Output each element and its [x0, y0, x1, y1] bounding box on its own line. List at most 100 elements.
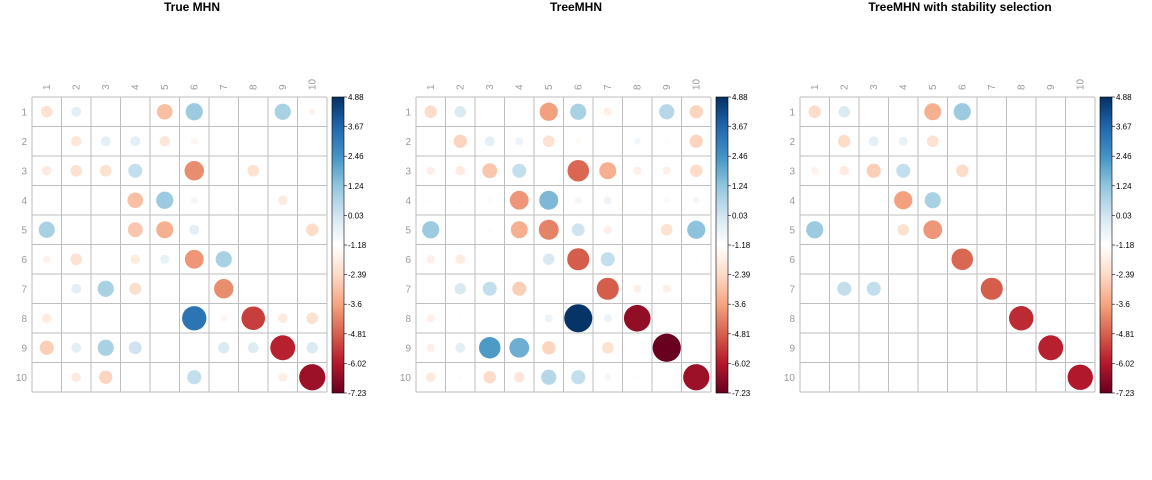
data-circle	[567, 248, 590, 271]
data-circle	[509, 337, 530, 358]
colorbar-tick-label: -7.23	[348, 389, 367, 398]
data-circle	[662, 284, 671, 293]
row-label: 3	[21, 166, 27, 177]
row-label: 8	[21, 314, 27, 325]
data-circle	[838, 106, 850, 118]
data-circle	[924, 103, 942, 121]
row-label: 9	[21, 343, 27, 354]
row-label: 10	[400, 373, 412, 384]
colorbar-tick-label: 1.24	[732, 182, 748, 191]
data-circle	[660, 223, 673, 236]
data-circle	[806, 221, 824, 239]
column-label: 5	[160, 84, 171, 90]
colorbar	[715, 96, 729, 394]
row-label: 9	[789, 343, 795, 354]
data-circle	[484, 136, 495, 147]
data-circle	[510, 221, 528, 239]
colorbar-tick-label: -7.23	[732, 389, 751, 398]
data-circle	[308, 108, 316, 116]
data-circle	[513, 371, 525, 383]
data-circle	[664, 139, 669, 144]
column-label: 8	[632, 84, 643, 90]
data-circle	[129, 282, 142, 295]
data-circle	[571, 370, 586, 385]
row-label: 1	[21, 107, 27, 118]
colorbar-tick-label: 0.03	[1116, 211, 1132, 220]
colorbar	[331, 96, 345, 394]
data-circle	[455, 254, 465, 264]
data-circle	[603, 196, 612, 205]
data-circle	[542, 341, 556, 355]
data-circle	[539, 190, 559, 210]
data-circle	[215, 251, 232, 268]
data-circle	[896, 163, 911, 178]
data-circle	[426, 166, 435, 175]
data-circle	[599, 162, 617, 180]
colorbar-tick-label: -6.02	[732, 359, 751, 368]
column-label: 4	[514, 84, 525, 90]
colorbar-tick-label: -3.6	[732, 300, 746, 309]
panel-1: True MHN 1 2 3 4 5 6 7 8 9 10 1 2 3 4 5 6 7 8 9 10 4.88 3.67 2.…	[16, 0, 367, 398]
data-circle	[127, 192, 144, 209]
data-circle	[127, 222, 143, 238]
data-circle	[70, 164, 83, 177]
colorbar-tick-label: 3.67	[1116, 123, 1132, 132]
column-label: 5	[544, 84, 555, 90]
colorbar-tick-label: -2.39	[348, 271, 367, 280]
data-circle	[898, 136, 908, 146]
data-circle	[479, 337, 501, 359]
data-circle	[483, 371, 496, 384]
data-circle	[652, 333, 681, 362]
data-circle	[1009, 306, 1034, 331]
chart-title: TreeMHN with stability selection	[868, 0, 1051, 14]
data-circle	[1067, 364, 1093, 390]
data-circle	[99, 164, 112, 177]
data-circle	[42, 313, 52, 323]
column-label: 9	[278, 84, 289, 90]
data-circle	[306, 223, 319, 236]
data-circle	[241, 306, 266, 331]
data-circle	[278, 313, 288, 323]
data-circle	[509, 190, 529, 210]
data-circle	[453, 134, 467, 148]
column-label: 7	[987, 84, 998, 90]
data-circle	[543, 253, 555, 265]
data-circle	[247, 342, 259, 354]
data-circle	[659, 104, 675, 120]
data-circle	[538, 219, 559, 240]
data-circle	[694, 257, 699, 262]
data-circle	[214, 279, 234, 299]
column-label: 4	[898, 84, 909, 90]
data-circle	[897, 223, 910, 236]
data-circle	[38, 221, 55, 238]
column-label: 10	[1075, 78, 1086, 90]
colorbar-tick-label: -1.18	[1116, 241, 1135, 250]
data-circle	[633, 137, 641, 145]
data-circle	[923, 220, 943, 240]
colorbar-tick-label: 2.46	[732, 152, 748, 161]
row-label: 5	[21, 225, 27, 236]
colorbar-tick-label: 3.67	[348, 123, 364, 132]
data-circle	[956, 164, 969, 177]
column-label: 10	[307, 78, 318, 90]
data-circle	[97, 280, 114, 297]
data-circle	[633, 166, 642, 175]
data-circle	[99, 370, 113, 384]
data-circle	[1038, 335, 1064, 361]
colorbar-tick-label: 1.24	[348, 182, 364, 191]
data-circle	[808, 105, 821, 118]
data-circle	[43, 255, 51, 263]
data-circle	[71, 372, 81, 382]
data-circle	[544, 314, 553, 323]
data-circle	[488, 110, 492, 114]
row-label: 5	[789, 225, 795, 236]
data-circle	[190, 137, 198, 145]
data-circle	[482, 163, 498, 179]
data-circle	[71, 106, 82, 117]
row-label: 7	[21, 284, 27, 295]
data-circle	[623, 304, 651, 332]
column-label: 1	[810, 84, 821, 90]
data-circle	[635, 375, 640, 380]
colorbar-tick-label: 1.24	[1116, 182, 1132, 191]
